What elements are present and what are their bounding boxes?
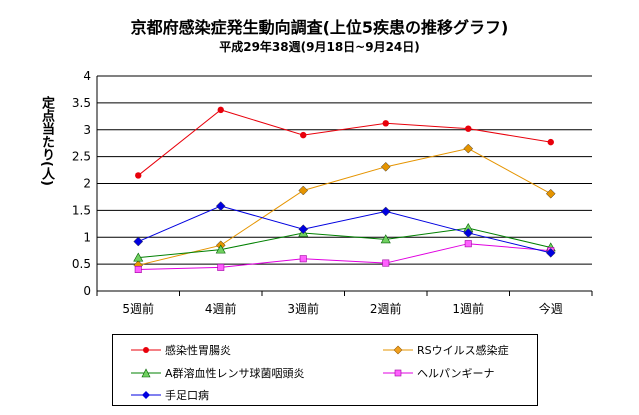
- y-tick-label: 1.5: [72, 203, 91, 217]
- data-point: [382, 259, 390, 267]
- data-point: [133, 236, 144, 247]
- legend-label: ヘルパンギーナ: [417, 367, 495, 380]
- x-tick-label: 1週前: [452, 301, 484, 316]
- legend-item: A群溶血性レンサ球菌咽頭炎: [131, 365, 305, 381]
- data-point: [545, 188, 556, 199]
- data-point: [380, 206, 391, 217]
- data-point: [298, 185, 309, 196]
- legend-marker: [131, 368, 161, 378]
- data-point: [463, 143, 474, 154]
- data-point: [380, 161, 391, 172]
- chart-subtitle: 平成29年38週(9月18日~9月24日): [219, 40, 420, 54]
- data-point: [380, 234, 391, 244]
- x-tick-label: 3週前: [287, 301, 319, 316]
- data-point: [299, 255, 307, 263]
- data-point: [464, 240, 472, 248]
- legend-item: 手足口病: [131, 387, 209, 403]
- x-tick-label: 4週前: [205, 301, 237, 316]
- chart-title: 京都府感染症発生動向調査(上位5疾患の推移グラフ): [130, 18, 509, 37]
- legend-item: RSウイルス感染症: [383, 342, 509, 358]
- data-point: [217, 106, 224, 114]
- data-point: [215, 201, 226, 211]
- data-point: [545, 247, 556, 258]
- y-tick-label: 2: [83, 177, 91, 191]
- data-point: [215, 244, 226, 254]
- series-line: [138, 205, 551, 254]
- legend-marker: [131, 391, 161, 399]
- legend-item: 感染性胃腸炎: [131, 342, 231, 358]
- data-point: [133, 252, 144, 262]
- series-line: [138, 148, 551, 266]
- data-point: [298, 224, 309, 235]
- legend-marker: [383, 345, 413, 355]
- y-tick-label: 0.5: [72, 257, 91, 271]
- series-line: [138, 243, 551, 270]
- series-line: [137, 109, 551, 176]
- legend-label: 手足口病: [165, 389, 209, 402]
- data-point: [300, 131, 307, 139]
- y-axis-label: 定点当たり(人): [39, 96, 54, 186]
- y-tick-label: 3.5: [72, 96, 91, 110]
- legend-label: 感染性胃腸炎: [165, 344, 231, 357]
- y-tick-label: 1: [83, 230, 91, 244]
- legend: 感染性胃腸炎 RSウイルス感染症 A群溶血性レンサ球菌咽頭炎 ヘルパンギーナ 手…: [112, 334, 538, 406]
- data-point: [382, 120, 389, 127]
- data-point: [547, 138, 554, 146]
- data-point: [135, 172, 142, 179]
- data-point: [217, 263, 225, 271]
- series-line: [138, 227, 551, 259]
- x-tick-label: 2週前: [370, 301, 402, 316]
- data-point: [134, 265, 142, 273]
- y-tick-label: 2.5: [72, 150, 91, 164]
- y-tick-label: 0: [83, 284, 91, 298]
- x-tick-label: 今週: [539, 301, 563, 316]
- legend-marker: [383, 369, 413, 377]
- legend-item: ヘルパンギーナ: [383, 365, 495, 381]
- data-point: [463, 228, 474, 238]
- x-tick-label: 5週前: [122, 301, 154, 316]
- y-tick-label: 3: [83, 123, 91, 137]
- legend-marker: [131, 347, 161, 353]
- legend-label: RSウイルス感染症: [417, 344, 509, 357]
- y-tick-label: 4: [83, 69, 91, 83]
- legend-label: A群溶血性レンサ球菌咽頭炎: [165, 367, 305, 380]
- data-point: [465, 125, 472, 132]
